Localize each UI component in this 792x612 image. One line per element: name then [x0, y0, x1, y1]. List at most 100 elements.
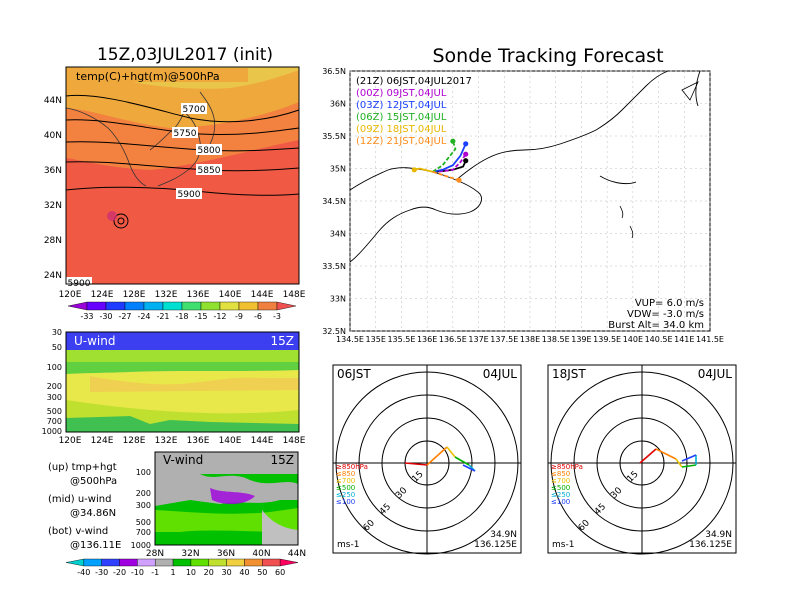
axis-tick-label: 124E — [91, 436, 114, 446]
panel-legend: (up) tmp+hgt @500hPa (mid) u-wind @34.86… — [48, 462, 121, 551]
trajectory-series — [432, 143, 467, 173]
vwind-colorbar: -40 -30 -20 -10 -1 1 10 20 30 40 50 60 — [65, 558, 299, 577]
uwind-band-1 — [66, 350, 299, 362]
contour-5900 — [65, 186, 300, 196]
x-tick-label: 134.5E — [336, 335, 364, 344]
colorbar-label: -10 — [131, 568, 144, 577]
colorbar-label: -33 — [80, 312, 93, 321]
legend-mid: (mid) u-wind — [48, 494, 111, 505]
landing-point — [450, 138, 456, 144]
islands — [619, 205, 634, 239]
landing-point — [411, 167, 417, 173]
uwind-time: 15Z — [271, 334, 295, 348]
vwind-frame — [154, 451, 299, 546]
map-label-bg — [72, 68, 248, 82]
typhoon-contour-inner — [117, 217, 125, 225]
lat-tick: 40N — [44, 131, 62, 141]
upper-map-panel: 5700 5750 5800 5850 5900 5900 temp(C)+hg… — [44, 66, 306, 321]
y-tick-label: 36.5N — [322, 67, 346, 76]
colorbar-swatch — [200, 301, 221, 311]
landing-point — [463, 158, 469, 164]
axis-tick-label: 124E — [91, 290, 114, 300]
x-tick-label: 140E — [623, 335, 643, 344]
legend-entry: (09Z) 18JST,04JUL — [356, 124, 447, 135]
landing-point — [463, 141, 469, 147]
axis-tick-label: 136E — [187, 290, 210, 300]
colorbar-label: 20 — [204, 568, 214, 577]
colorbar-swatch — [155, 558, 174, 567]
hodograph-segment — [675, 458, 683, 468]
colorbar-label: -30 — [95, 568, 108, 577]
colorbar-swatch — [137, 558, 156, 567]
axis-tick-label: 28N — [146, 549, 164, 559]
legend-entry: (03Z) 12JST,04JUL — [356, 100, 447, 111]
hodograph-06JST: 06JST 04JUL15304560≥850hPa≤850≤700≤500≤25… — [332, 364, 522, 555]
level-legend-entry: ≥850hPa — [336, 463, 368, 471]
upper-colorbar: -33 -30 -27 -24 -21 -18 -15 -12 -9 -6 -3 — [67, 301, 297, 321]
p-tick: 700 — [136, 528, 151, 537]
axis-tick-label: 132E — [155, 436, 178, 446]
vwind-gray-patch — [155, 474, 298, 506]
unit-label: ms-1 — [552, 540, 574, 550]
axis-tick-label: 144E — [251, 290, 274, 300]
colorbar-swatch — [67, 301, 88, 311]
hodograph-segment — [681, 454, 697, 462]
uwind-surface — [66, 416, 299, 432]
colorbar-label: -40 — [77, 568, 90, 577]
level-legend-entry: ≤500 — [551, 484, 570, 492]
colorbar-swatch — [105, 301, 126, 311]
colorbar-label: -6 — [254, 312, 262, 321]
main-title: Sonde Tracking Forecast — [432, 45, 663, 67]
colorbar-label: -18 — [175, 312, 188, 321]
p-tick: 700 — [47, 417, 62, 426]
vwind-panel: V-wind 15Z 100 200 300 500 700 1000 28N 3… — [65, 451, 306, 577]
axis-tick-label: 120E — [59, 290, 82, 300]
contour-label: 5850 — [198, 166, 221, 176]
x-tick-label: 137.5E — [490, 335, 518, 344]
x-tick-label: 138.5E — [542, 335, 570, 344]
colorbar-label: -21 — [156, 312, 169, 321]
uwind-panel: U-wind 15Z 30 50 100 200 300 500 700 100… — [42, 328, 306, 446]
location-lon: 136.125E — [689, 540, 732, 550]
colorbar-label: -24 — [137, 312, 150, 321]
contour-label: 5700 — [183, 105, 206, 115]
map-frame — [65, 66, 300, 285]
legend-entry: (12Z) 21JST,04JUL — [356, 136, 447, 147]
p-tick: 50 — [52, 343, 62, 352]
level-legend-entry: ≤700 — [336, 477, 355, 485]
trajectory-series — [432, 140, 457, 173]
typhoon-warm-core — [107, 211, 117, 221]
uwind-jet-core — [90, 376, 299, 392]
colorbar-label: 50 — [257, 568, 267, 577]
contour-5750 — [65, 119, 300, 136]
legend-entry: (21Z) 06JST,04JUL2017 — [356, 76, 472, 87]
axis-tick-label: 136E — [187, 436, 210, 446]
hodograph-segment — [404, 462, 428, 466]
p-tick: 1000 — [131, 541, 151, 550]
location-lon: 136.125E — [474, 540, 517, 550]
p-tick: 100 — [136, 468, 151, 477]
vwind-time: 15Z — [271, 453, 295, 467]
hodograph-segment — [681, 464, 697, 468]
p-tick: 200 — [136, 489, 151, 498]
colorbar-label: -1 — [151, 568, 159, 577]
p-tick: 100 — [47, 363, 62, 372]
hodograph-segment — [462, 464, 476, 472]
colorbar-swatch — [276, 301, 297, 311]
colorbar-swatch — [83, 558, 102, 567]
axis-tick-label: 140E — [219, 436, 242, 446]
vdw-label: VDW= -3.0 m/s — [627, 309, 704, 320]
uwind-lon-ticks: 120E 124E 128E 132E 136E 140E 144E 148E — [59, 436, 306, 446]
coastline — [65, 91, 216, 187]
colorbar-swatch — [257, 301, 278, 311]
colorbar-label: 40 — [239, 568, 249, 577]
x-tick-label: 135E — [366, 335, 386, 344]
x-tick-label: 139.5E — [593, 335, 621, 344]
axis-tick-label: 132E — [155, 290, 178, 300]
p-tick: 300 — [136, 501, 151, 510]
upper-map-lon-ticks: 120E 124E 128E 132E 136E 140E 144E 148E — [59, 290, 306, 300]
hodograph-date: 04JUL — [483, 367, 518, 381]
p-tick: 500 — [47, 407, 62, 416]
level-legend-entry: ≤500 — [336, 484, 355, 492]
colorbar-swatch — [65, 558, 85, 567]
